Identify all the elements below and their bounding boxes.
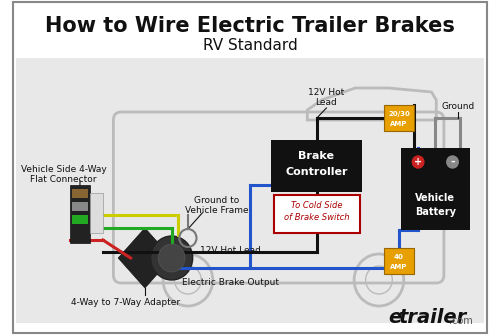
Text: RV Standard: RV Standard xyxy=(202,38,298,53)
Text: Ground: Ground xyxy=(442,102,475,111)
Text: Vehicle: Vehicle xyxy=(416,193,456,203)
Text: 12V Hot Lead: 12V Hot Lead xyxy=(200,246,262,255)
Text: e: e xyxy=(388,308,402,327)
Text: 4-Way to 7-Way Adapter: 4-Way to 7-Way Adapter xyxy=(72,298,180,307)
Text: How to Wire Electric Trailer Brakes: How to Wire Electric Trailer Brakes xyxy=(45,16,455,36)
Polygon shape xyxy=(118,228,172,288)
Bar xyxy=(271,140,362,192)
Bar xyxy=(274,195,360,233)
Text: .com: .com xyxy=(448,316,472,326)
Bar xyxy=(90,193,103,233)
Text: 40: 40 xyxy=(394,254,404,260)
Text: Lead: Lead xyxy=(316,98,338,107)
Text: +: + xyxy=(414,157,422,167)
Bar xyxy=(384,105,414,131)
Text: AMP: AMP xyxy=(390,264,407,270)
Text: Flat Connector: Flat Connector xyxy=(30,175,97,184)
Bar xyxy=(70,185,90,243)
Text: Ground to: Ground to xyxy=(194,196,239,205)
Bar xyxy=(16,58,484,323)
Text: -: - xyxy=(450,157,455,167)
Text: Vehicle Frame: Vehicle Frame xyxy=(185,206,248,215)
Circle shape xyxy=(150,236,192,280)
Circle shape xyxy=(158,244,185,272)
Text: Electric Brake Output: Electric Brake Output xyxy=(182,278,280,287)
Bar xyxy=(72,215,88,224)
Bar xyxy=(384,248,414,274)
Bar xyxy=(72,228,88,237)
Bar xyxy=(72,202,88,211)
Text: Brake: Brake xyxy=(298,151,334,161)
Text: Controller: Controller xyxy=(285,167,348,177)
Circle shape xyxy=(447,156,458,168)
Bar xyxy=(401,148,469,230)
Text: trailer: trailer xyxy=(398,308,466,327)
Text: 12V Hot: 12V Hot xyxy=(308,88,344,97)
Text: 20/30: 20/30 xyxy=(388,111,410,117)
Text: Battery: Battery xyxy=(415,207,456,217)
Text: To Cold Side: To Cold Side xyxy=(291,201,343,209)
Text: Vehicle Side 4-Way: Vehicle Side 4-Way xyxy=(21,165,106,174)
Bar xyxy=(72,189,88,198)
Text: AMP: AMP xyxy=(390,121,407,127)
Circle shape xyxy=(412,156,424,168)
Text: of Brake Switch: of Brake Switch xyxy=(284,212,350,221)
